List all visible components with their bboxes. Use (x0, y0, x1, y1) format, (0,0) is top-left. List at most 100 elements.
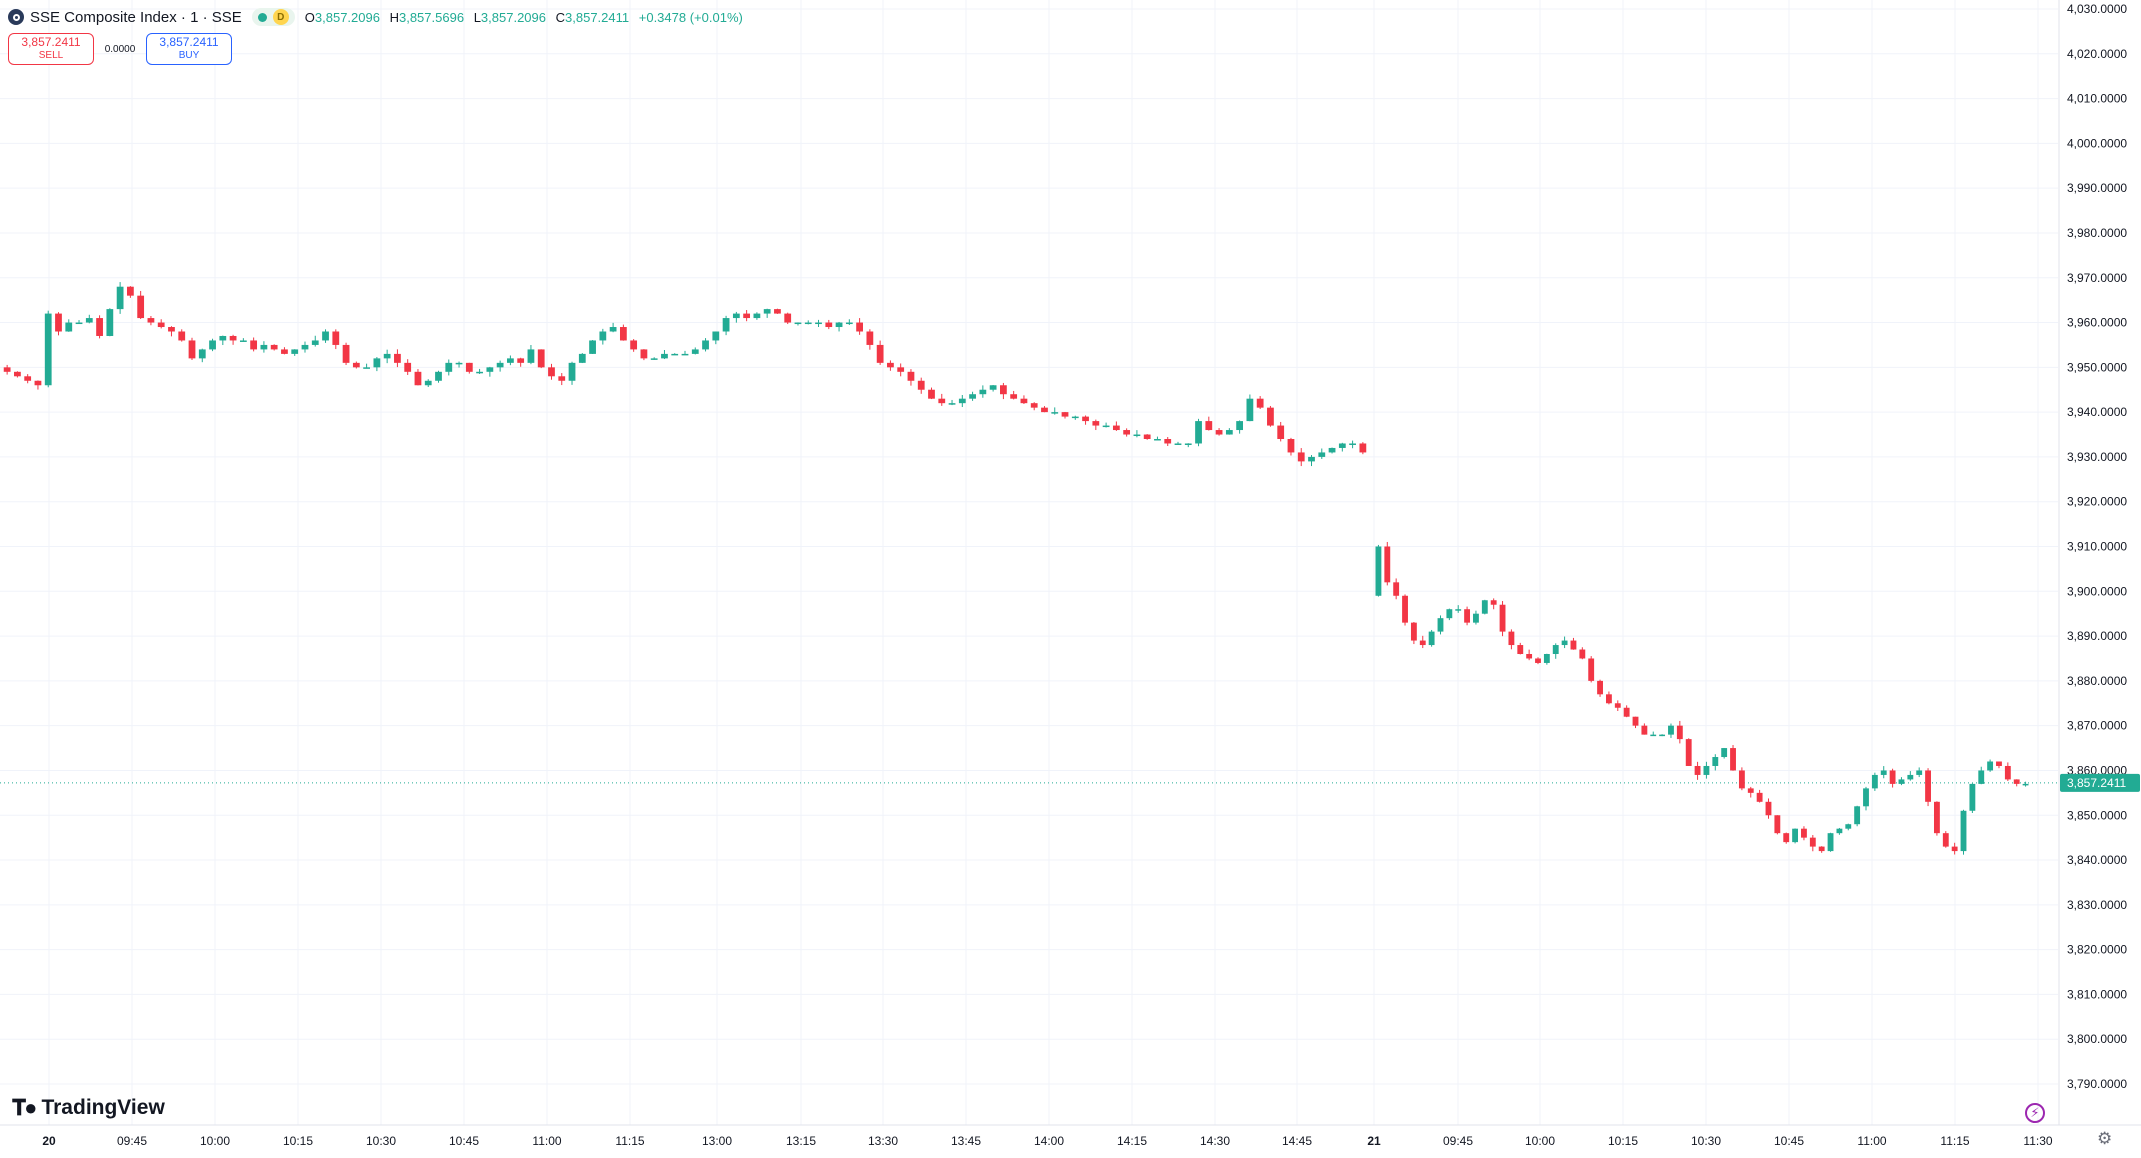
candle-down (1774, 815, 1781, 835)
price-tick-label: 3,960.0000 (2067, 316, 2127, 330)
price-tick-label: 4,010.0000 (2067, 92, 2127, 106)
candle-down (1123, 428, 1131, 437)
trade-panel: 3,857.2411 SELL 0.0000 3,857.2411 BUY (8, 33, 232, 65)
candle-up (835, 321, 843, 332)
symbol-title[interactable]: SSE Composite Index · 1 · SSE (30, 8, 242, 26)
price-tick-label: 3,980.0000 (2067, 226, 2127, 240)
candle-up (1236, 420, 1244, 434)
candle-down (619, 324, 627, 341)
candle-down (1384, 541, 1391, 586)
candle-down (1215, 428, 1223, 436)
candle-down (856, 318, 863, 335)
time-tick-label: 10:00 (200, 1134, 230, 1148)
candle-down (938, 393, 946, 406)
candle-up (1659, 734, 1666, 737)
price-tick-label: 3,930.0000 (2067, 450, 2127, 464)
price-tick-label: 3,850.0000 (2067, 808, 2127, 822)
candle-up (732, 311, 740, 323)
candle-up (496, 360, 504, 372)
time-tick-label: 09:45 (117, 1134, 147, 1148)
time-tick-label: 11:00 (532, 1134, 561, 1148)
chart-grid (0, 0, 2058, 1125)
time-tick-label: 11:00 (1857, 1134, 1886, 1148)
price-tick-label: 3,970.0000 (2067, 271, 2127, 285)
open-label: O (304, 9, 315, 25)
candle-down (414, 369, 422, 386)
price-tick-label: 4,030.0000 (2067, 2, 2127, 16)
time-tick-label: 14:15 (1117, 1134, 1147, 1148)
candle-down (1490, 598, 1497, 610)
candle-up (815, 319, 822, 328)
candle-down (404, 359, 412, 375)
price-tick-label: 3,830.0000 (2067, 898, 2127, 912)
candle-up (702, 338, 709, 352)
candle-up (373, 357, 381, 372)
candle-up (969, 391, 976, 401)
candle-down (517, 357, 525, 367)
ohlc-values: O3,857.2096 H3,857.5696 L3,857.2096 C3,8… (305, 10, 743, 25)
price-tick-label: 3,840.0000 (2067, 853, 2127, 867)
high-value: 3,857.5696 (398, 9, 465, 25)
candle-up (722, 315, 730, 336)
candle-down (1579, 647, 1586, 660)
tradingview-logo[interactable]: 𝐓● TradingView (12, 1095, 165, 1121)
candle-up (691, 347, 699, 355)
candle-down (96, 315, 103, 339)
time-tick-label: 14:30 (1200, 1134, 1230, 1148)
price-tick-label: 3,880.0000 (2067, 674, 2127, 688)
candle-down (1694, 761, 1701, 780)
price-tick-label: 3,820.0000 (2067, 943, 2127, 957)
candle-down (1410, 621, 1417, 645)
candle-up (486, 366, 494, 377)
candle-down (1508, 629, 1515, 650)
time-tick-label: 13:45 (951, 1134, 981, 1148)
candle-down (1092, 419, 1100, 431)
candle-up (260, 341, 268, 353)
time-tick-label: 13:00 (702, 1134, 732, 1148)
candle-up (845, 319, 853, 325)
candle-down (897, 363, 905, 377)
candle-down (866, 329, 874, 350)
buy-button[interactable]: 3,857.2411 BUY (146, 33, 232, 65)
candle-up (219, 335, 227, 346)
candle-up (1473, 610, 1479, 625)
time-tick-label: 13:30 (868, 1134, 898, 1148)
candle-down (1685, 738, 1692, 766)
candle-up (1446, 608, 1453, 621)
candle-up (1328, 447, 1336, 454)
candle-down (394, 349, 401, 368)
candle-up (383, 349, 391, 364)
candle-down (1801, 826, 1807, 841)
market-status-badge[interactable]: D (251, 8, 295, 26)
time-tick-label: 13:15 (786, 1134, 816, 1148)
time-tick-label: 10:15 (283, 1134, 313, 1148)
candle-up (1898, 777, 1905, 786)
candle-down (465, 362, 473, 374)
candle-up (1792, 828, 1799, 844)
sell-button[interactable]: 3,857.2411 SELL (8, 33, 94, 65)
time-axis[interactable]: 20 09:45 10:00 10:15 10:30 10:45 11:00 11:15 13:… (0, 1124, 2141, 1148)
candle-up (1836, 827, 1843, 835)
candle-down (1082, 415, 1089, 425)
gear-icon[interactable]: ⚙ (2097, 1129, 2113, 1148)
candle-down (1597, 679, 1603, 697)
candle-down (1393, 578, 1400, 600)
candle-down (1267, 405, 1274, 427)
time-tick-label: 14:45 (1282, 1134, 1312, 1148)
time-tick-label: 10:45 (1774, 1134, 1804, 1148)
candle-up (1721, 747, 1728, 759)
candle-down (157, 319, 165, 329)
candle-down (1614, 700, 1621, 712)
candle-down (1730, 745, 1736, 771)
candle-down (1061, 411, 1069, 419)
candle-down (907, 369, 915, 386)
candle-up (681, 350, 689, 356)
sell-price: 3,857.2411 (21, 35, 81, 49)
lightning-icon[interactable]: ⚡ (2025, 1103, 2045, 1123)
price-axis[interactable]: 3,790.0000 3,800.0000 3,810.0000 3,820.0000… (2058, 0, 2140, 1125)
candle-down (1632, 716, 1639, 729)
candle-up (989, 384, 997, 392)
candle-up (1543, 653, 1550, 665)
candle-down (1738, 767, 1745, 791)
